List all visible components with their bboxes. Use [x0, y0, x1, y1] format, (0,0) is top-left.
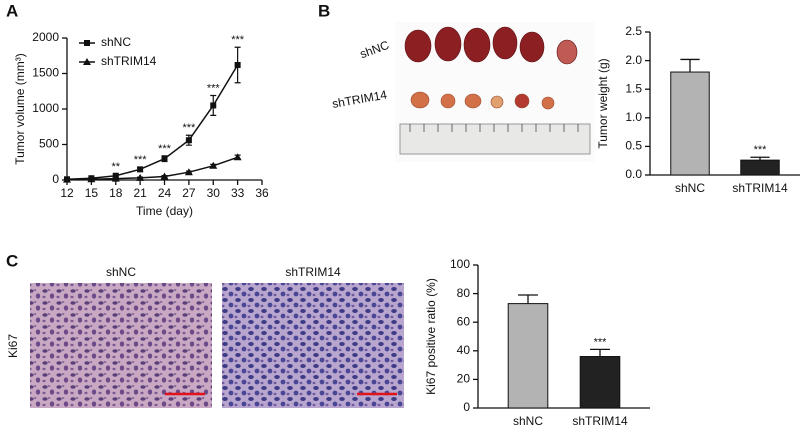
x-tick-label: 30: [207, 186, 221, 200]
x-tick-label: 36: [255, 186, 269, 200]
error-bar: [590, 348, 610, 357]
x-tick-label: 21: [133, 186, 147, 200]
y-tick-label: 80: [457, 286, 471, 300]
error-bar: [680, 58, 700, 73]
y-tick-label: 1.0: [625, 110, 642, 124]
x-tick-label: 12: [60, 186, 74, 200]
panel-label: B: [318, 1, 330, 20]
x-tick-label: shTRIM14: [732, 181, 788, 195]
image-label: shTRIM14: [285, 265, 341, 279]
x-tick-label: shTRIM14: [572, 414, 628, 428]
legend-label: shNC: [101, 35, 131, 49]
tumor-photo: [395, 22, 595, 162]
photo-label: shNC: [358, 38, 391, 62]
panel-label: C: [6, 251, 18, 270]
significance: ***: [594, 336, 608, 348]
point: [136, 173, 145, 181]
y-tick-label: 100: [450, 257, 470, 271]
point: [184, 168, 193, 176]
legend-label: shTRIM14: [101, 54, 157, 68]
point: [87, 175, 96, 183]
y-tick-label: 60: [457, 314, 471, 328]
x-tick-label: shNC: [675, 181, 705, 195]
bar: [670, 71, 710, 176]
significance: ***: [207, 82, 221, 94]
series-line: [66, 156, 238, 181]
x-tick-label: 18: [109, 186, 123, 200]
y-tick-label: 2000: [32, 30, 59, 44]
point: [185, 137, 192, 144]
bar: [507, 303, 549, 409]
legend-marker: [84, 40, 90, 46]
stain-label: Ki67: [6, 334, 20, 358]
y-tick-label: 0: [52, 172, 59, 186]
y-axis-label: Tumor weight (g): [596, 58, 610, 148]
significance: ***: [158, 143, 172, 155]
y-tick-label: 1.5: [625, 81, 642, 95]
histology-image: [30, 283, 212, 408]
legend-marker: [83, 58, 91, 65]
photo-label: shTRIM14: [331, 87, 388, 110]
x-tick-label: 24: [158, 186, 172, 200]
y-tick-label: 2.0: [625, 53, 642, 67]
y-tick-label: 0.5: [625, 139, 642, 153]
point: [160, 172, 169, 180]
significance: ***: [134, 154, 148, 166]
panel-label: A: [6, 1, 18, 20]
y-tick-label: 1000: [32, 101, 59, 115]
x-tick-label: 27: [182, 186, 196, 200]
significance: ***: [231, 34, 245, 46]
y-tick-label: 500: [39, 137, 59, 151]
significance: ***: [182, 122, 196, 134]
point: [63, 175, 71, 183]
point: [111, 174, 120, 182]
image-label: shNC: [106, 265, 136, 279]
series-line: [66, 64, 239, 181]
point: [137, 166, 144, 173]
error-bar: [518, 294, 538, 304]
y-tick-label: 0.0: [625, 167, 642, 181]
point: [233, 153, 242, 161]
y-tick-label: 1500: [32, 66, 59, 80]
x-tick-label: shNC: [513, 414, 543, 428]
y-tick-label: 0: [463, 400, 470, 414]
point: [209, 161, 218, 169]
y-tick-label: 2.5: [625, 24, 642, 38]
histology-image: [222, 283, 404, 408]
point: [234, 61, 241, 68]
x-tick-label: 15: [85, 186, 99, 200]
y-axis-label: Ki67 positive ratio (%): [424, 278, 438, 395]
bar: [579, 356, 621, 409]
point: [161, 155, 168, 162]
y-axis-label: Tumor volume (mm³): [13, 53, 27, 165]
bar: [740, 159, 780, 176]
point: [210, 102, 217, 109]
y-tick-label: 20: [457, 372, 471, 386]
x-tick-label: 33: [231, 186, 245, 200]
significance: ***: [754, 144, 768, 156]
significance: **: [111, 161, 120, 173]
x-axis-label: Time (day): [136, 204, 193, 218]
y-tick-label: 40: [457, 343, 471, 357]
